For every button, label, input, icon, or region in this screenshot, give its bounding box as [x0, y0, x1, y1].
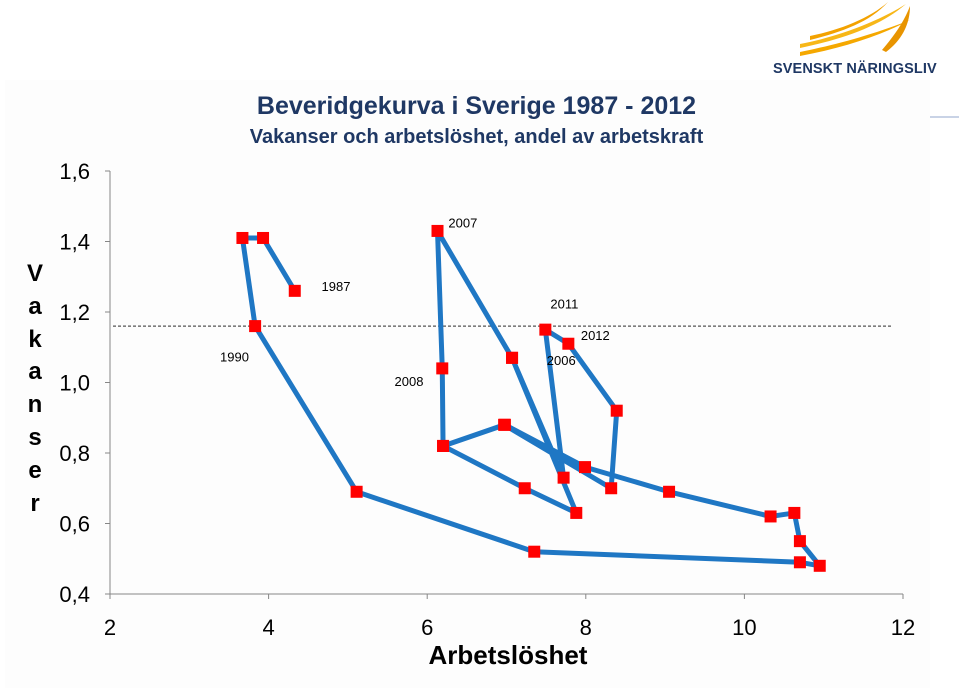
y-axis-label-letter: s — [28, 423, 42, 451]
chart-panel — [5, 80, 930, 688]
year-annotation: 1987 — [322, 279, 351, 294]
data-point — [562, 337, 575, 350]
data-point — [437, 439, 450, 452]
data-point — [498, 418, 511, 431]
logo-flame-3 — [810, 2, 888, 40]
data-point — [257, 231, 270, 244]
x-tick-label: 6 — [421, 615, 433, 640]
y-tick-label: 1,4 — [59, 230, 90, 255]
data-point — [518, 482, 531, 495]
logo-flame-4 — [882, 6, 910, 52]
data-point — [506, 351, 519, 364]
y-tick-label: 1,2 — [59, 300, 90, 325]
svenskt-naringsliv-logo — [800, 2, 910, 56]
year-annotation: 2011 — [550, 296, 578, 311]
chart-title: Beveridgekurva i Sverige 1987 - 2012 — [256, 92, 697, 120]
data-point — [350, 485, 363, 498]
x-axis-label: Arbetslöshet — [428, 640, 588, 670]
y-axis-label-letter: r — [30, 489, 40, 517]
y-axis-label-letter: a — [28, 358, 42, 386]
year-annotation: 2007 — [448, 215, 477, 230]
data-point — [788, 506, 801, 519]
logo-flame-1 — [800, 20, 910, 56]
y-axis-label-letter: k — [28, 325, 42, 353]
data-point — [436, 362, 449, 375]
y-tick-label: 1,6 — [59, 159, 90, 184]
data-point — [557, 471, 570, 484]
data-point — [528, 545, 541, 558]
data-point — [663, 485, 676, 498]
y-tick-label: 0,8 — [59, 441, 90, 466]
y-axis-label-letter: e — [28, 456, 42, 484]
x-tick-label: 10 — [732, 615, 756, 640]
y-axis-label-letter: n — [27, 391, 43, 419]
year-annotation: 1990 — [220, 349, 249, 364]
data-point — [236, 231, 249, 244]
y-tick-label: 0,6 — [59, 512, 90, 537]
data-point — [793, 535, 806, 548]
data-point — [764, 510, 777, 523]
data-point — [570, 506, 583, 519]
year-annotation: 2012 — [581, 328, 610, 343]
y-tick-label: 0,4 — [59, 582, 90, 607]
data-point — [793, 556, 806, 569]
data-point — [249, 320, 262, 333]
x-tick-label: 4 — [262, 615, 274, 640]
data-point — [579, 461, 592, 474]
year-annotation: 2008 — [395, 374, 424, 389]
data-point — [813, 559, 826, 572]
data-point — [605, 482, 618, 495]
chart-subtitle: Vakanser och arbetslöshet, andel av arbe… — [249, 126, 704, 148]
data-point — [610, 404, 623, 417]
x-tick-label: 12 — [891, 615, 915, 640]
logo-flame-2 — [800, 4, 906, 48]
logo-rule — [930, 116, 959, 118]
y-axis-label-letter: a — [28, 292, 42, 320]
year-annotation: 2006 — [547, 353, 576, 368]
series-line — [239, 228, 823, 569]
data-point — [288, 284, 301, 297]
data-point — [431, 224, 444, 237]
x-tick-label: 2 — [104, 615, 116, 640]
logo-text: SVENSKT NÄRINGSLIV — [773, 61, 937, 77]
y-axis-label-letter: V — [26, 260, 43, 287]
data-point — [539, 323, 552, 336]
y-tick-label: 1,0 — [59, 371, 90, 396]
x-tick-label: 8 — [580, 615, 592, 640]
